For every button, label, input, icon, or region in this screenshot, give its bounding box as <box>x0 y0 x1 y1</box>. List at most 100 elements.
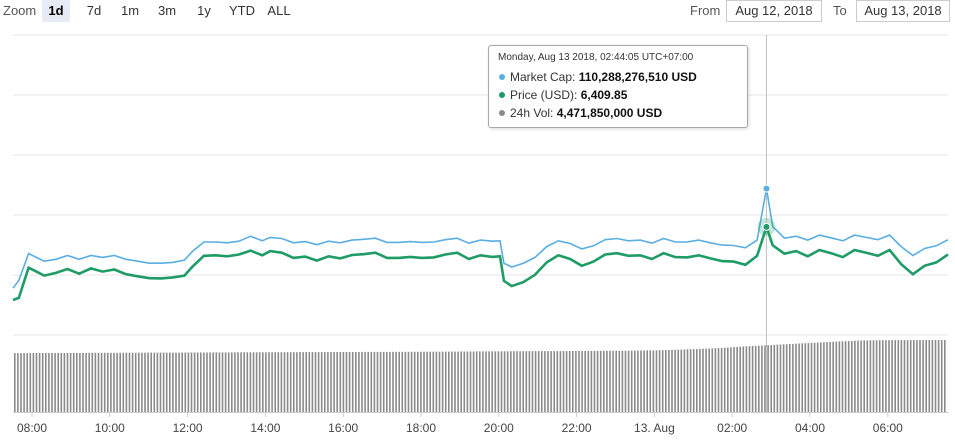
volume-bar <box>336 352 338 412</box>
volume-bar <box>550 351 552 412</box>
volume-bar <box>373 351 376 412</box>
volume-bar <box>497 351 500 412</box>
volume-bar <box>451 351 453 412</box>
volume-bar <box>271 352 273 412</box>
volume-bar <box>723 347 726 412</box>
x-tick-label: 06:00 <box>873 421 903 435</box>
volume-bar <box>17 353 19 412</box>
volume-bar <box>32 353 35 412</box>
volume-bar <box>389 351 391 412</box>
volume-bar <box>444 351 447 412</box>
volume-bar <box>506 351 509 412</box>
volume-bar <box>702 348 704 412</box>
volume-bar <box>262 352 264 412</box>
volume-bar <box>314 352 317 412</box>
volume-bar <box>212 352 214 412</box>
volume-bar <box>218 352 221 412</box>
volume-bar <box>69 352 72 412</box>
volume-bar <box>816 342 819 412</box>
volume-bar <box>221 352 224 412</box>
volume-bar <box>534 351 537 412</box>
volume-bar <box>252 352 255 412</box>
volume-bar <box>699 348 701 412</box>
volume-bar <box>463 351 466 412</box>
volume-bar <box>634 350 636 412</box>
volume-bar <box>581 351 583 412</box>
volume-bar <box>857 340 859 412</box>
volume-bar <box>268 352 270 412</box>
from-date-input[interactable]: Aug 12, 2018 <box>726 0 822 22</box>
zoom-button-1y[interactable]: 1y <box>197 3 211 18</box>
volume-bar <box>358 352 360 412</box>
volume-bar <box>767 345 769 412</box>
volume-bar <box>739 346 741 412</box>
volume-bar <box>916 340 918 412</box>
zoom-button-1m[interactable]: 1m <box>120 3 140 18</box>
volume-bar <box>131 352 134 412</box>
volume-bar <box>82 352 84 412</box>
volume-bar <box>144 352 146 412</box>
volume-bar <box>240 352 242 412</box>
volume-bar <box>609 350 611 412</box>
from-label: From <box>690 3 721 18</box>
volume-bar <box>35 353 38 412</box>
volume-bar <box>54 352 56 412</box>
volume-bar <box>745 346 748 412</box>
volume-bar <box>128 352 131 412</box>
zoom-button-all[interactable]: ALL <box>267 3 291 18</box>
volume-bar <box>361 351 363 412</box>
volume-bar <box>26 353 28 412</box>
volume-bar <box>258 352 261 412</box>
volume-bar <box>568 351 571 412</box>
volume-bar <box>919 340 921 412</box>
volume-bar <box>776 344 779 412</box>
volume-bar <box>612 350 614 412</box>
volume-bar <box>249 352 252 412</box>
volume-bar <box>541 351 543 412</box>
volume-bar <box>615 350 617 412</box>
volume-bar <box>107 352 109 412</box>
volume-bar <box>575 351 577 412</box>
hover-markers <box>757 184 776 236</box>
volume-bar <box>798 343 800 412</box>
volume-bar <box>525 351 528 412</box>
volume-bar <box>277 352 280 412</box>
price-dot-icon <box>499 92 505 98</box>
zoom-button-3m[interactable]: 3m <box>157 3 177 18</box>
volume-bar <box>860 340 862 412</box>
volume-bar <box>479 351 481 412</box>
volume-bar <box>562 351 565 412</box>
x-tick-label: 08:00 <box>17 421 47 435</box>
volume-bar <box>265 352 267 412</box>
range-selector-bar: Zoom 1d 7d 1m 3m 1y YTD ALL From Aug 12,… <box>0 0 955 24</box>
volume-bar <box>872 340 875 412</box>
volume-bar <box>922 340 924 412</box>
volume-bar <box>175 352 177 412</box>
volume-bar <box>134 352 137 412</box>
volume-bar <box>801 343 803 412</box>
volume-bar <box>680 349 683 412</box>
volume-bar <box>878 340 881 412</box>
volume-bar <box>649 350 652 412</box>
volume-bar <box>869 340 872 412</box>
volume-bar <box>327 352 329 412</box>
volume-bar <box>547 351 549 412</box>
zoom-button-ytd[interactable]: YTD <box>229 3 255 18</box>
volume-bar <box>156 352 159 412</box>
market-cap-dot-icon <box>499 74 505 80</box>
zoom-button-7d[interactable]: 7d <box>86 3 102 18</box>
to-date-input[interactable]: Aug 13, 2018 <box>856 0 950 22</box>
volume-bar <box>565 351 568 412</box>
volume-bar <box>665 350 667 412</box>
volume-bar <box>339 352 342 412</box>
volume-bar <box>683 349 686 412</box>
zoom-button-1d[interactable]: 1d <box>42 0 70 22</box>
volume-bar <box>485 351 487 412</box>
volume-bar <box>72 352 75 412</box>
tooltip-market-cap-label: Market Cap: <box>510 70 576 84</box>
volume-bar <box>100 352 103 412</box>
volume-bar <box>392 351 394 412</box>
volume-bar <box>20 353 22 412</box>
market-cap-line <box>12 188 949 289</box>
